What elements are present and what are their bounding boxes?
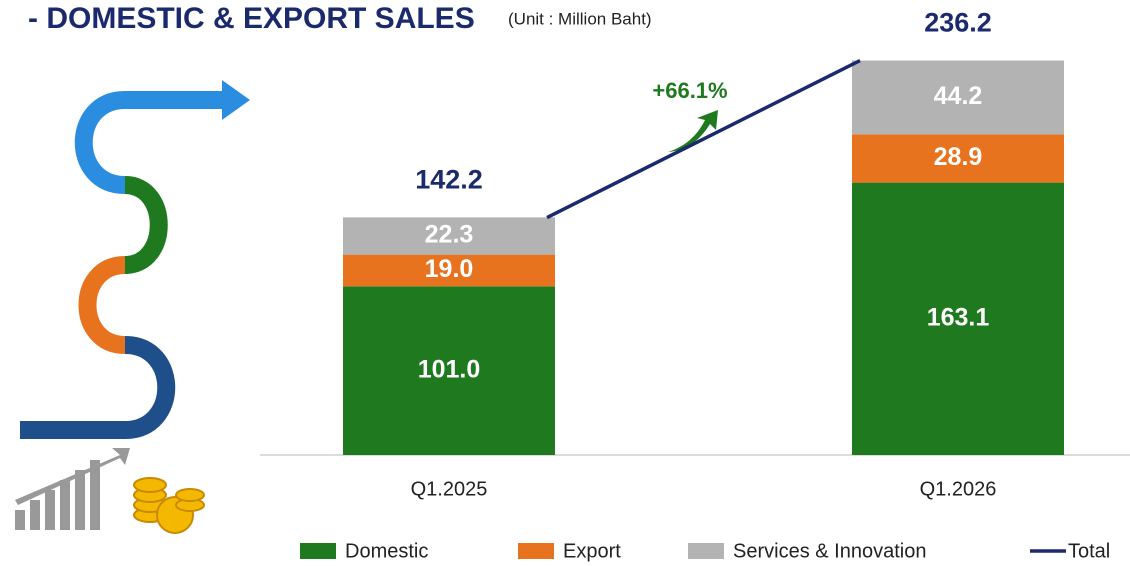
value-label: 22.3	[425, 221, 474, 249]
value-label: 28.9	[934, 143, 983, 171]
chart-subtitle: (Unit : Million Baht)	[508, 9, 652, 28]
curve-navy	[20, 336, 176, 439]
value-label: 101.0	[418, 355, 481, 383]
legend-label: Total	[1068, 540, 1110, 562]
growth-arrow	[668, 110, 718, 152]
legend-swatch	[688, 543, 724, 559]
total-label: 236.2	[924, 8, 992, 38]
bar-segment	[343, 286, 555, 455]
curve-green	[123, 176, 168, 274]
coins-icon	[133, 477, 205, 534]
legend-swatch	[518, 543, 554, 559]
arrow-head	[222, 80, 250, 120]
value-label: 44.2	[934, 82, 983, 110]
curve-blue	[74, 91, 126, 194]
bar-segment	[343, 217, 555, 255]
value-label: 163.1	[927, 303, 990, 331]
decoration	[15, 80, 250, 534]
chart-title: - DOMESTIC & EXPORT SALES	[28, 2, 475, 35]
bar-segment	[852, 182, 1064, 456]
total-line	[546, 58, 861, 220]
legend-label: Domestic	[345, 540, 428, 562]
x-tick-label: Q1.2025	[411, 478, 488, 500]
legend-swatch	[300, 543, 336, 559]
x-tick-label: Q1.2026	[920, 478, 997, 500]
value-label: 19.0	[425, 255, 474, 283]
legend-label: Services & Innovation	[733, 540, 926, 562]
bar-segment	[852, 60, 1064, 135]
growth-icon	[15, 448, 130, 530]
bar-segment	[343, 254, 555, 287]
bar-segment	[852, 134, 1064, 183]
total-label: 142.2	[415, 165, 483, 195]
growth-annotation: +66.1%	[652, 78, 727, 103]
legend-label: Export	[563, 540, 621, 562]
curve-orange	[78, 256, 126, 354]
